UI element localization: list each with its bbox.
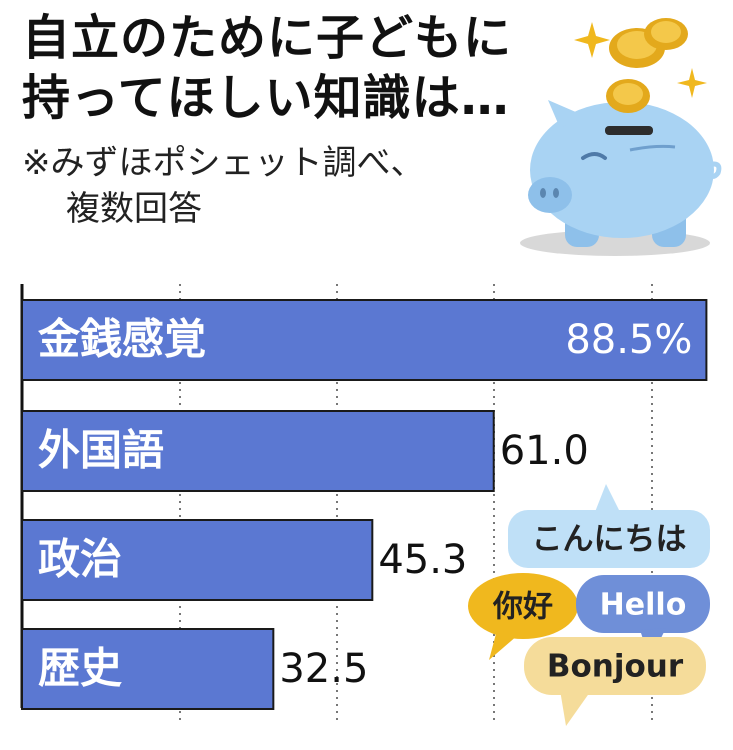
speech-bubble-nihao: 你好 (468, 573, 578, 660)
bubble-text: こんにちは (532, 522, 687, 558)
bubble-text: Hello (600, 588, 687, 623)
value-label: 32.5 (279, 646, 368, 692)
piggy-bank-icon (520, 100, 722, 256)
sparkle-icon (574, 22, 707, 98)
speech-bubble-bonjour: Bonjour (524, 637, 706, 726)
value-label: 45.3 (378, 537, 467, 583)
chart-title: 自立のために子どもに 持ってほしい知識は… (22, 8, 512, 128)
source-note: ※みずほポシェット調べ、 複数回答 (22, 140, 425, 232)
gold-coins-icon (606, 18, 688, 113)
title-line-2: 持ってほしい知識は… (22, 70, 510, 126)
speech-bubble-konnichiwa: こんにちは (508, 484, 710, 568)
category-label: 外国語 (38, 426, 164, 475)
category-label: 政治 (38, 535, 122, 584)
bar-seiji (21, 519, 374, 601)
value-label: 61.0 (500, 428, 589, 474)
note-line-2: 複数回答 (66, 189, 202, 229)
bar-gaikokugo (21, 410, 495, 492)
category-label: 金銭感覚 (37, 315, 206, 364)
value-label: 88.5% (565, 317, 692, 363)
bubble-text: 你好 (492, 590, 553, 625)
bar-rekishi (21, 628, 275, 710)
bubble-text: Bonjour (547, 649, 684, 685)
note-line-1: ※みずほポシェット調べ、 (22, 143, 425, 183)
title-line-1: 自立のために子どもに (22, 10, 513, 66)
bar-kinsen-kankaku (21, 299, 708, 381)
speech-bubble-hello: Hello (576, 575, 710, 660)
grid-lines (179, 284, 653, 720)
category-label: 歴史 (38, 644, 122, 693)
bar-group (21, 299, 708, 710)
